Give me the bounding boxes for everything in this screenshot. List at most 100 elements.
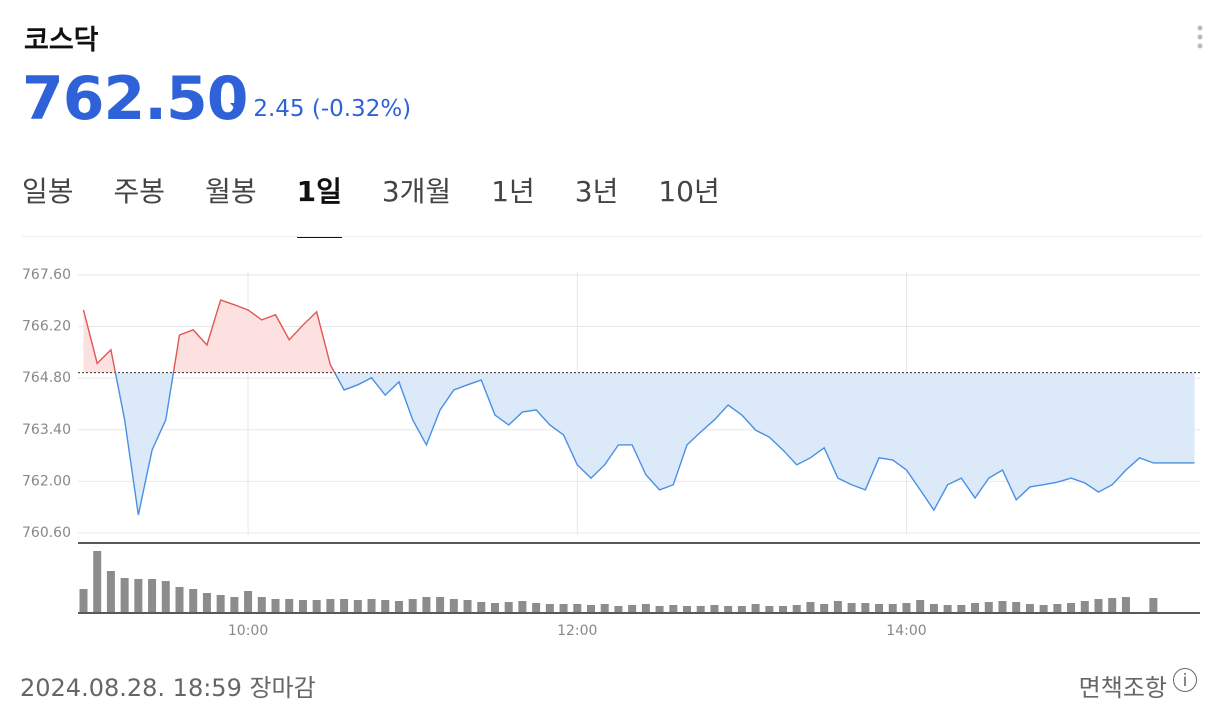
volume-bar [394,601,403,612]
volume-bar [1094,599,1103,612]
tab[interactable]: 1일 [296,170,342,238]
volume-bar [477,602,486,612]
menu-button[interactable] [1194,24,1206,54]
volume-bar [984,602,993,612]
volume-bar [326,599,335,612]
volume-bar [600,604,609,612]
y-tick-label: 764.80 [22,370,71,386]
volume-bar [532,603,541,612]
volume-bar [285,599,294,612]
volume-bar [244,591,253,612]
volume-bar [861,603,870,612]
volume-bar [792,605,801,612]
tab[interactable]: 10년 [658,175,720,208]
down-arrow [230,103,244,111]
tabs: 일봉 주봉 월봉 1일 3개월 1년 3년 10년 [22,170,720,238]
volume-bar [340,599,349,612]
volume-bar [998,601,1007,612]
volume-bar [641,604,650,612]
y-tick-label: 762.00 [22,473,71,489]
x-tick-label: 10:00 [228,623,268,639]
volume-bar [737,606,746,612]
tab[interactable]: 3년 [574,175,619,208]
volume-bar [875,604,884,612]
volume-bar [1108,598,1117,612]
volume-bar [916,600,925,612]
tab[interactable]: 일봉 [22,175,74,208]
volume-bar [1012,602,1021,612]
separator [22,236,1202,237]
volume-bar [106,571,115,612]
x-tick-label: 12:00 [557,623,597,639]
tab[interactable]: 1년 [491,175,535,208]
y-tick-label: 767.60 [22,267,71,283]
volume-bar [381,600,390,612]
volume-bar [710,605,719,612]
volume-bar [79,589,88,612]
y-tick-label: 763.40 [22,422,71,438]
volume-bar [559,604,568,612]
volume-bar [504,602,513,612]
volume-bar [1149,598,1158,612]
volume-bar [669,605,678,612]
volume-bar [545,604,554,612]
volume-bar [1053,604,1062,612]
volume-bar [833,601,842,612]
area-down [83,372,1195,515]
volume-bar [161,581,170,612]
y-tick-label: 760.60 [22,525,71,541]
volume-bar [847,603,856,612]
volume-bar [957,605,966,612]
area-up [83,299,335,373]
volume-bar [943,605,952,612]
volume-bar [148,579,157,612]
price-line-up [82,299,336,373]
tab[interactable]: 월봉 [205,175,257,208]
change-pct: (-0.32%) [311,96,412,122]
volume-bar [298,600,307,612]
volume-bar [1025,604,1034,612]
volume-bar [134,579,143,612]
volume-bar [765,606,774,612]
volume-bar [1039,605,1048,612]
volume-bar [93,551,102,612]
volume-bar [806,602,815,612]
volume-bar [1080,601,1089,612]
volume-bar [655,606,664,612]
volume-bar [490,603,499,612]
volume-bar [120,578,129,612]
title: 코스닥 [24,25,99,56]
volume-bar [422,597,431,612]
volume-bar [216,595,225,612]
volume-bar [586,605,595,612]
change: 2.45 (-0.32%) [230,96,411,122]
volume-bar [1067,603,1076,612]
volume-bar [518,601,527,612]
change-value: 2.45 [253,96,305,122]
y-tick-label: 766.20 [22,319,71,335]
info-icon[interactable]: i [1173,668,1197,692]
volume-bar [230,597,239,612]
volume-bar [463,600,472,612]
volume-bar [779,606,788,612]
volume-bar [408,599,417,612]
volume-bar [271,599,280,612]
volume-bar [683,606,692,612]
volume-bar [449,599,458,612]
timestamp: 2024.08.28. 18:59 장마감 [20,674,316,702]
tab[interactable]: 3개월 [381,175,452,208]
x-tick-label: 14:00 [886,623,926,639]
volume-bar [820,604,829,612]
volume-bar [367,599,376,612]
volume-bar [696,606,705,612]
volume-bar [628,605,637,612]
price-line-down [114,372,1195,516]
disclaimer[interactable]: 면책조항 [1078,674,1167,702]
volume-bar [971,603,980,612]
volume-bar [175,587,184,612]
tab[interactable]: 주봉 [113,175,166,208]
volume-bar [724,606,733,612]
volume-bar [929,604,938,612]
volume-bar [312,600,321,612]
